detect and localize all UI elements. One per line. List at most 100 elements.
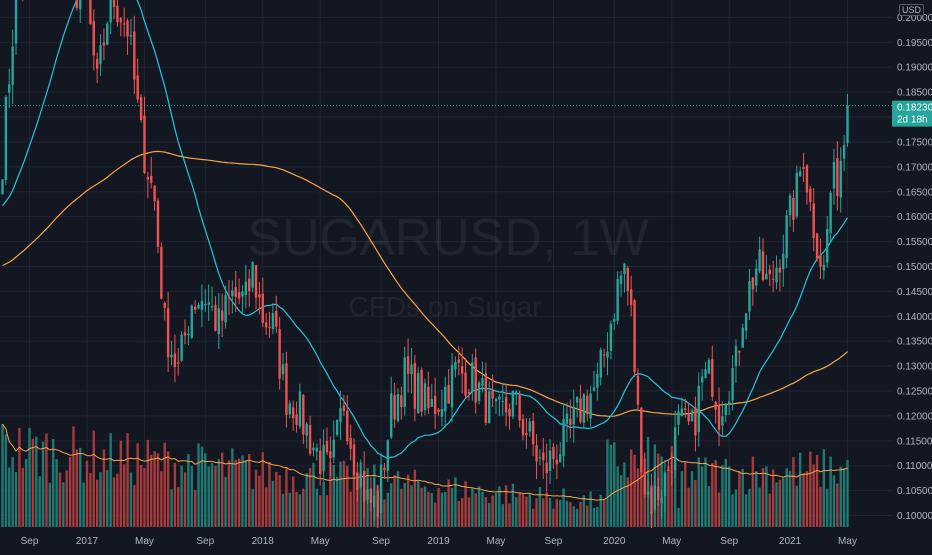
candle[interactable] — [356, 472, 359, 490]
candle[interactable] — [694, 407, 697, 436]
candle[interactable] — [616, 279, 619, 321]
candle[interactable] — [515, 391, 518, 395]
candle[interactable] — [609, 323, 613, 351]
candle[interactable] — [829, 192, 832, 234]
candle[interactable] — [423, 383, 427, 410]
candle[interactable] — [122, 23, 126, 25]
candle[interactable] — [670, 471, 673, 473]
candle[interactable] — [596, 373, 599, 388]
candle[interactable] — [396, 393, 400, 422]
candle[interactable] — [819, 255, 822, 267]
candle[interactable] — [261, 293, 264, 324]
candle[interactable] — [457, 359, 460, 363]
candle[interactable] — [139, 97, 143, 121]
price-candles[interactable] — [1, 0, 849, 533]
candle[interactable] — [109, 0, 112, 23]
candle[interactable] — [444, 386, 447, 412]
candle[interactable] — [785, 215, 788, 259]
candle[interactable] — [450, 365, 454, 408]
candle[interactable] — [761, 251, 765, 280]
candle[interactable] — [119, 18, 122, 23]
candle[interactable] — [339, 407, 342, 422]
candle[interactable] — [646, 491, 650, 495]
candle[interactable] — [322, 444, 325, 472]
candle[interactable] — [163, 303, 166, 308]
candle[interactable] — [373, 495, 376, 508]
candle[interactable] — [454, 362, 457, 370]
candle[interactable] — [565, 413, 569, 424]
candle[interactable] — [308, 424, 312, 454]
candle[interactable] — [474, 357, 477, 403]
candle[interactable] — [200, 301, 204, 310]
candle[interactable] — [390, 393, 393, 438]
candle[interactable] — [775, 267, 778, 283]
candle[interactable] — [187, 333, 190, 336]
candle[interactable] — [677, 411, 680, 425]
candle[interactable] — [379, 464, 383, 513]
candle[interactable] — [805, 165, 809, 193]
candle[interactable] — [741, 327, 744, 348]
candle[interactable] — [332, 439, 335, 458]
candle[interactable] — [846, 105, 849, 144]
candle[interactable] — [717, 405, 721, 430]
candle[interactable] — [832, 162, 836, 189]
candle[interactable] — [254, 265, 258, 298]
candle[interactable] — [410, 364, 413, 375]
x-axis[interactable]: Sep 2017 May Sep 2018 May Sep 2019 May Sep 2020 May… — [0, 528, 932, 550]
candle[interactable] — [278, 329, 281, 379]
candle[interactable] — [711, 359, 714, 397]
candle[interactable] — [406, 356, 410, 374]
candle[interactable] — [376, 490, 379, 518]
candle[interactable] — [700, 376, 704, 383]
candle[interactable] — [545, 462, 548, 474]
candle[interactable] — [251, 262, 254, 288]
candle[interactable] — [400, 395, 403, 408]
candle[interactable] — [413, 363, 417, 409]
candle[interactable] — [795, 172, 798, 217]
candle[interactable] — [575, 397, 579, 403]
candle[interactable] — [521, 418, 525, 436]
candle[interactable] — [663, 473, 667, 497]
currency-badge[interactable]: USD — [898, 4, 924, 16]
candle[interactable] — [629, 289, 633, 305]
candle[interactable] — [582, 394, 586, 423]
candle[interactable] — [329, 451, 332, 459]
candle[interactable] — [156, 200, 160, 247]
candle[interactable] — [173, 353, 177, 367]
candle[interactable] — [190, 305, 193, 338]
candle[interactable] — [778, 267, 782, 273]
candle[interactable] — [704, 369, 707, 378]
candle[interactable] — [342, 405, 346, 412]
candle[interactable] — [335, 420, 339, 435]
candle[interactable] — [386, 440, 390, 471]
candle[interactable] — [447, 384, 450, 404]
candle[interactable] — [248, 278, 251, 292]
candle[interactable] — [315, 447, 319, 452]
candle[interactable] — [106, 23, 109, 45]
candle[interactable] — [569, 418, 572, 425]
candle[interactable] — [744, 313, 748, 331]
candle[interactable] — [687, 413, 690, 422]
candle[interactable] — [812, 203, 815, 239]
candle[interactable] — [768, 269, 771, 275]
candle[interactable] — [589, 393, 592, 419]
candle[interactable] — [166, 308, 170, 358]
candle[interactable] — [430, 399, 433, 407]
candle[interactable] — [586, 395, 589, 414]
candle[interactable] — [234, 287, 237, 297]
candle[interactable] — [207, 302, 210, 305]
candle[interactable] — [214, 304, 217, 331]
candle[interactable] — [518, 395, 521, 421]
candle[interactable] — [562, 419, 565, 457]
candle[interactable] — [302, 395, 305, 435]
candle[interactable] — [204, 303, 207, 306]
candle[interactable] — [95, 59, 99, 69]
candle[interactable] — [839, 160, 842, 198]
candle[interactable] — [427, 386, 430, 409]
candle[interactable] — [673, 427, 677, 470]
candle[interactable] — [782, 253, 785, 270]
candle[interactable] — [488, 391, 491, 424]
candle[interactable] — [325, 441, 329, 453]
candle[interactable] — [92, 21, 95, 56]
